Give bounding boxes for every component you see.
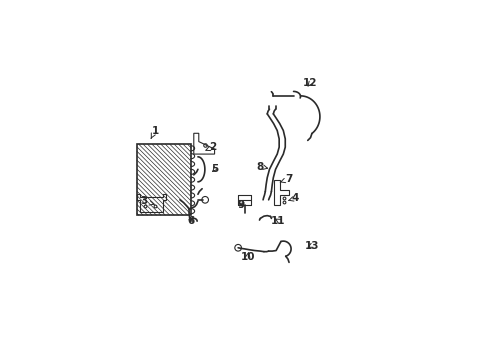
Text: 13: 13 <box>304 240 318 251</box>
Text: 1: 1 <box>151 126 158 138</box>
Text: 3: 3 <box>140 196 154 206</box>
Text: 12: 12 <box>303 78 317 89</box>
Text: 4: 4 <box>288 193 298 203</box>
Text: 7: 7 <box>280 174 292 184</box>
Text: 6: 6 <box>187 216 194 226</box>
Text: 11: 11 <box>270 216 285 226</box>
Text: 2: 2 <box>205 142 216 152</box>
Bar <box>137 144 191 215</box>
Text: 9: 9 <box>237 201 244 210</box>
Text: 5: 5 <box>210 164 218 174</box>
Text: 10: 10 <box>240 252 255 262</box>
Text: 8: 8 <box>256 162 267 172</box>
